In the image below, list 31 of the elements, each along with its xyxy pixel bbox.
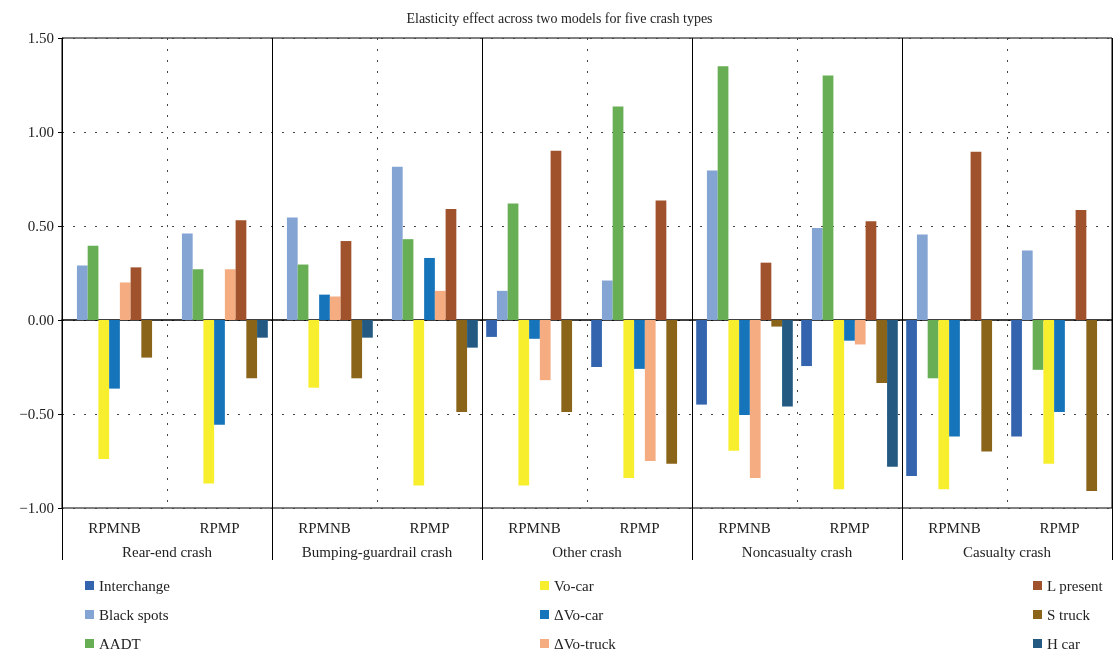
text: Casualty crash — [963, 543, 1052, 560]
x-tick-label: RPMNB — [718, 519, 771, 536]
legend-label: Interchange — [99, 577, 171, 594]
text: Bumping-guardrail crash — [301, 543, 453, 560]
y-tick-label: 1.00 — [27, 124, 54, 140]
x-tick-label: RPMNB — [508, 519, 561, 536]
x-tick-label: RPMP — [829, 519, 870, 536]
x-tick-label: RPMP — [619, 519, 660, 536]
y-tick-label: 0.50 — [27, 218, 54, 234]
legend-label: Vo-car — [554, 577, 594, 594]
y-tick-label: 1.50 — [27, 30, 54, 46]
x-tick-label: RPMP — [409, 519, 450, 536]
text: Other crash — [552, 543, 623, 560]
x-tick-label: RPMNB — [298, 519, 351, 536]
text: Rear-end crash — [121, 543, 213, 560]
legend-label: S truck — [1047, 606, 1091, 623]
legend-label: L present — [1047, 577, 1104, 594]
x-tick-label: RPMP — [1039, 519, 1080, 536]
legend-label: ΔVo-car — [554, 606, 604, 623]
y-tick-label: 0.00 — [27, 312, 54, 328]
x-tick-label: RPMNB — [928, 519, 981, 536]
legend-label: Black spots — [99, 606, 169, 623]
y-tick-label: −0.50 — [19, 406, 54, 422]
x-tick-label: RPMP — [199, 519, 240, 536]
legend-label: ΔVo-truck — [554, 635, 617, 652]
y-tick-label: −1.00 — [19, 500, 54, 516]
text: Noncasualty crash — [741, 543, 853, 560]
chart-title: Elasticity effect across two models for five crash types — [406, 10, 713, 26]
legend-label: AADT — [99, 635, 141, 652]
x-tick-label: RPMNB — [88, 519, 141, 536]
legend-label: H car — [1047, 635, 1080, 652]
